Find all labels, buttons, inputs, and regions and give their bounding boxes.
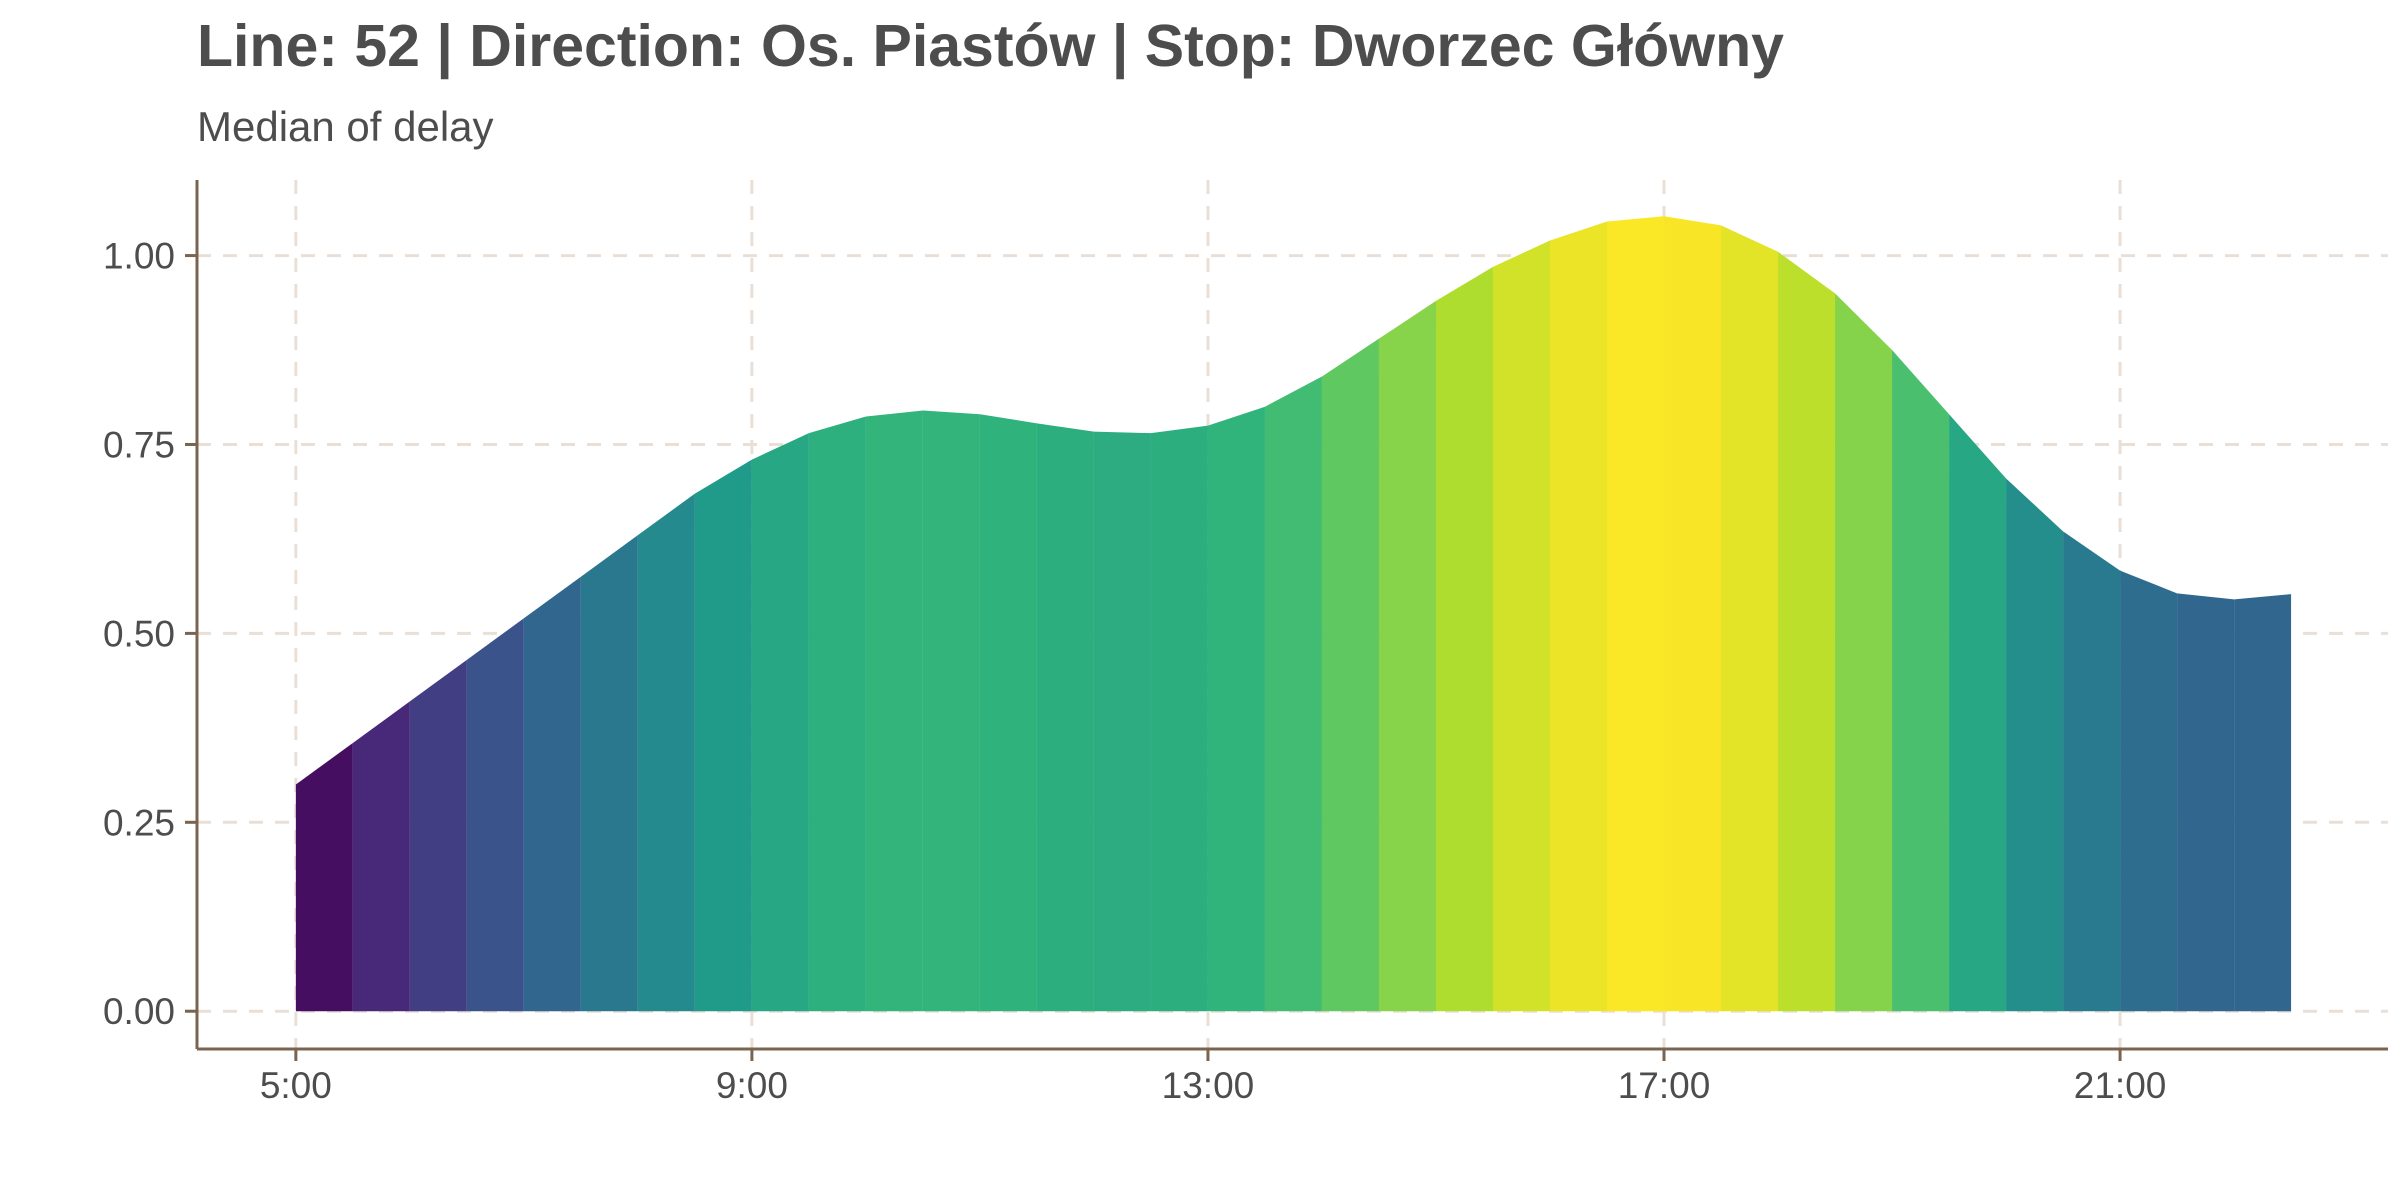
- area-band: [1607, 216, 1664, 1011]
- x-tick-label: 21:00: [2074, 1065, 2167, 1106]
- area-bands: [296, 216, 2291, 1011]
- area-band: [1550, 222, 1607, 1012]
- area-band: [866, 410, 923, 1011]
- area-band: [1778, 252, 1835, 1011]
- area-band: [1322, 339, 1379, 1012]
- y-tick-label: 0.75: [103, 424, 175, 465]
- area-band: [923, 410, 980, 1011]
- area-band: [2177, 593, 2234, 1011]
- area-band: [1949, 414, 2006, 1011]
- area-band: [2234, 594, 2291, 1011]
- area-band: [1664, 216, 1721, 1011]
- y-tick-label: 0.50: [103, 613, 175, 654]
- area-band: [1151, 426, 1208, 1012]
- y-tick-label: 1.00: [103, 236, 175, 277]
- x-tick-label: 17:00: [1618, 1065, 1711, 1106]
- area-band: [1037, 423, 1094, 1011]
- area-band: [296, 743, 353, 1011]
- area-band: [1436, 267, 1493, 1011]
- area-band: [1208, 407, 1265, 1012]
- area-band: [1493, 240, 1550, 1011]
- area-band: [410, 660, 467, 1011]
- area-band: [524, 577, 581, 1012]
- area-band: [980, 414, 1037, 1011]
- y-tick-label: 0.25: [103, 802, 175, 843]
- area-band: [2006, 478, 2063, 1011]
- y-tick-label: 0.00: [103, 991, 175, 1032]
- area-band: [353, 701, 410, 1011]
- area-band: [752, 433, 809, 1011]
- x-tick-label: 9:00: [716, 1065, 788, 1106]
- area-band: [638, 494, 695, 1012]
- area-band: [1094, 432, 1151, 1012]
- area-band: [2120, 571, 2177, 1012]
- area-band: [1721, 225, 1778, 1011]
- area-band: [1835, 293, 1892, 1011]
- x-tick-label: 13:00: [1162, 1065, 1255, 1106]
- area-band: [581, 535, 638, 1011]
- area-band: [809, 417, 866, 1012]
- area-band: [695, 460, 752, 1012]
- x-tick-label: 5:00: [260, 1065, 332, 1106]
- area-band: [467, 618, 524, 1011]
- area-band: [1265, 376, 1322, 1011]
- area-band: [1892, 350, 1949, 1011]
- area-band: [2063, 531, 2120, 1011]
- area-band: [1379, 301, 1436, 1011]
